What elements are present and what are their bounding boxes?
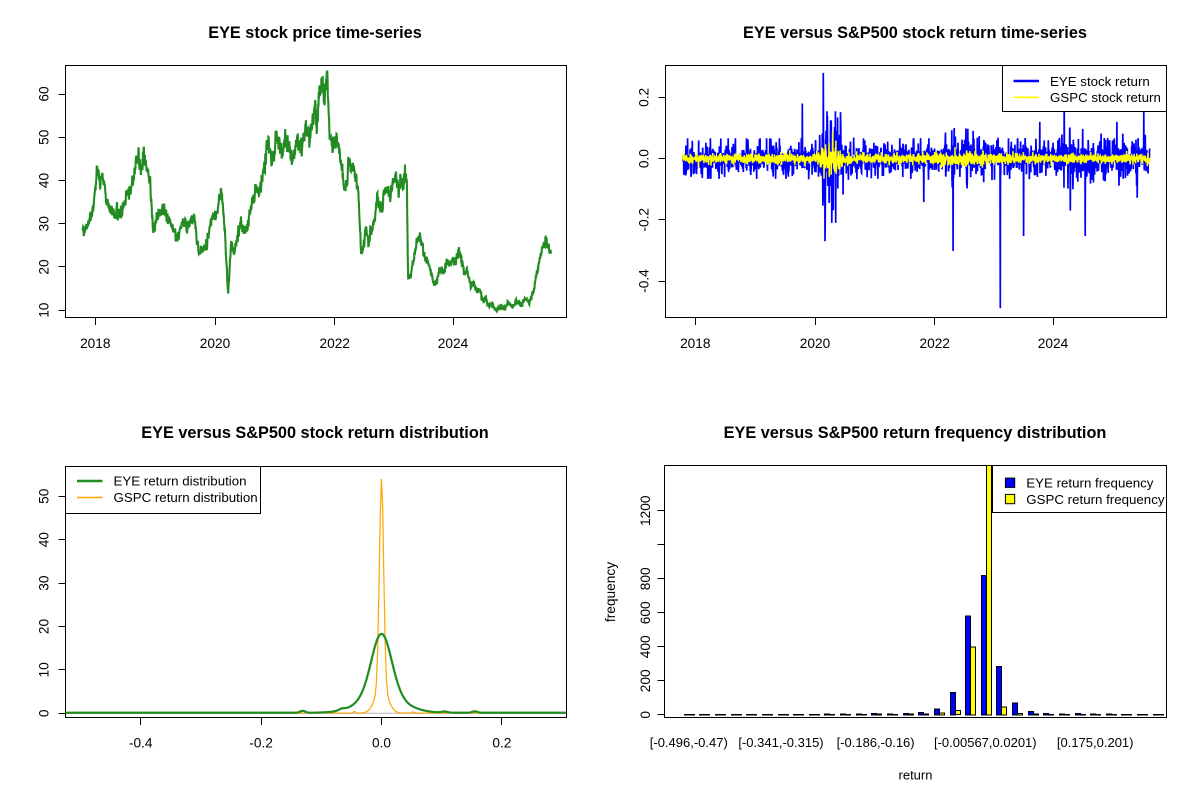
svg-text:50: 50: [37, 488, 52, 504]
svg-text:EYE versus S&P500 stock return: EYE versus S&P500 stock return distribut…: [141, 424, 488, 442]
svg-text:30: 30: [37, 575, 52, 591]
svg-text:2018: 2018: [680, 336, 711, 351]
svg-text:0.0: 0.0: [372, 736, 391, 751]
svg-text:2024: 2024: [1038, 336, 1069, 351]
svg-text:10: 10: [37, 302, 52, 318]
svg-text:400: 400: [638, 635, 653, 658]
svg-text:GSPC stock return: GSPC stock return: [1050, 90, 1161, 105]
svg-text:frequency: frequency: [603, 562, 618, 622]
svg-text:2022: 2022: [919, 336, 949, 351]
svg-text:2022: 2022: [319, 336, 349, 351]
svg-text:GSPC return distribution: GSPC return distribution: [114, 490, 258, 505]
svg-text:20: 20: [37, 259, 52, 275]
svg-text:return: return: [899, 768, 933, 783]
svg-text:EYE versus S&P500 return frequ: EYE versus S&P500 return frequency distr…: [724, 424, 1107, 442]
svg-text:600: 600: [638, 601, 653, 624]
svg-text:60: 60: [37, 86, 52, 102]
svg-text:10: 10: [37, 662, 52, 678]
svg-text:50: 50: [37, 129, 52, 145]
svg-text:2020: 2020: [800, 336, 831, 351]
svg-text:0.2: 0.2: [637, 88, 652, 107]
svg-text:40: 40: [37, 532, 52, 548]
svg-text:[0.175,0.201): [0.175,0.201): [1057, 735, 1134, 750]
svg-text:-0.2: -0.2: [249, 736, 273, 751]
svg-text:[-0.00567,0.0201): [-0.00567,0.0201): [934, 735, 1037, 750]
svg-text:200: 200: [638, 669, 653, 692]
svg-text:2020: 2020: [200, 336, 231, 351]
svg-text:1200: 1200: [638, 495, 653, 526]
svg-text:800: 800: [638, 567, 653, 590]
svg-text:EYE stock return: EYE stock return: [1050, 74, 1150, 89]
svg-text:-0.4: -0.4: [637, 269, 652, 293]
svg-text:2024: 2024: [438, 336, 469, 351]
svg-text:2018: 2018: [80, 336, 111, 351]
svg-text:[-0.186,-0.16): [-0.186,-0.16): [837, 735, 915, 750]
svg-text:EYE return distribution: EYE return distribution: [114, 474, 247, 489]
svg-text:0.2: 0.2: [492, 736, 511, 751]
svg-text:20: 20: [37, 619, 52, 635]
svg-text:[-0.341,-0.315): [-0.341,-0.315): [738, 735, 823, 750]
svg-text:0.0: 0.0: [637, 149, 652, 168]
svg-text:EYE return frequency: EYE return frequency: [1026, 476, 1153, 491]
svg-text:-0.4: -0.4: [129, 736, 153, 751]
svg-text:EYE versus S&P500 stock return: EYE versus S&P500 stock return time-seri…: [743, 24, 1087, 42]
svg-text:30: 30: [37, 216, 52, 232]
svg-text:EYE stock price time-series: EYE stock price time-series: [208, 24, 422, 42]
svg-text:GSPC return frequency: GSPC return frequency: [1026, 492, 1165, 507]
svg-text:0: 0: [37, 709, 52, 717]
svg-text:[-0.496,-0.47): [-0.496,-0.47): [650, 735, 728, 750]
svg-text:0: 0: [638, 711, 653, 719]
svg-text:-0.2: -0.2: [637, 208, 652, 232]
svg-text:40: 40: [37, 172, 52, 188]
